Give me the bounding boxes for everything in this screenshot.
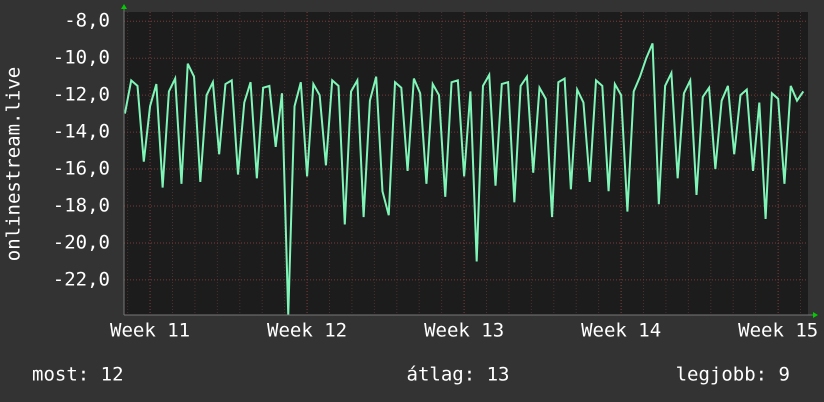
x-tick-label: Week 13 xyxy=(424,320,504,342)
x-tick-label: Week 11 xyxy=(110,320,190,342)
x-tick-label: Week 15 xyxy=(738,320,818,342)
x-tick-label: Week 14 xyxy=(581,320,661,342)
y-tick-label: -8,0 xyxy=(64,10,110,32)
data-line xyxy=(123,43,805,316)
x-arrow xyxy=(813,312,818,318)
y-axis-label: onlinestream.live xyxy=(3,67,25,261)
y-arrow xyxy=(121,4,127,9)
x-tick-label: Week 12 xyxy=(267,320,347,342)
y-tick-label: -20,0 xyxy=(53,231,110,253)
y-tick-label: -10,0 xyxy=(53,47,110,69)
y-tick-label: -18,0 xyxy=(53,194,110,216)
y-tick-label: -12,0 xyxy=(53,84,110,106)
footer-average: átlag: 13 xyxy=(407,364,510,386)
y-tick-label: -14,0 xyxy=(53,121,110,143)
y-tick-label: -22,0 xyxy=(53,268,110,290)
footer-current: most: 12 xyxy=(32,364,124,386)
footer-best: legjobb: 9 xyxy=(676,364,790,386)
y-tick-label: -16,0 xyxy=(53,158,110,180)
